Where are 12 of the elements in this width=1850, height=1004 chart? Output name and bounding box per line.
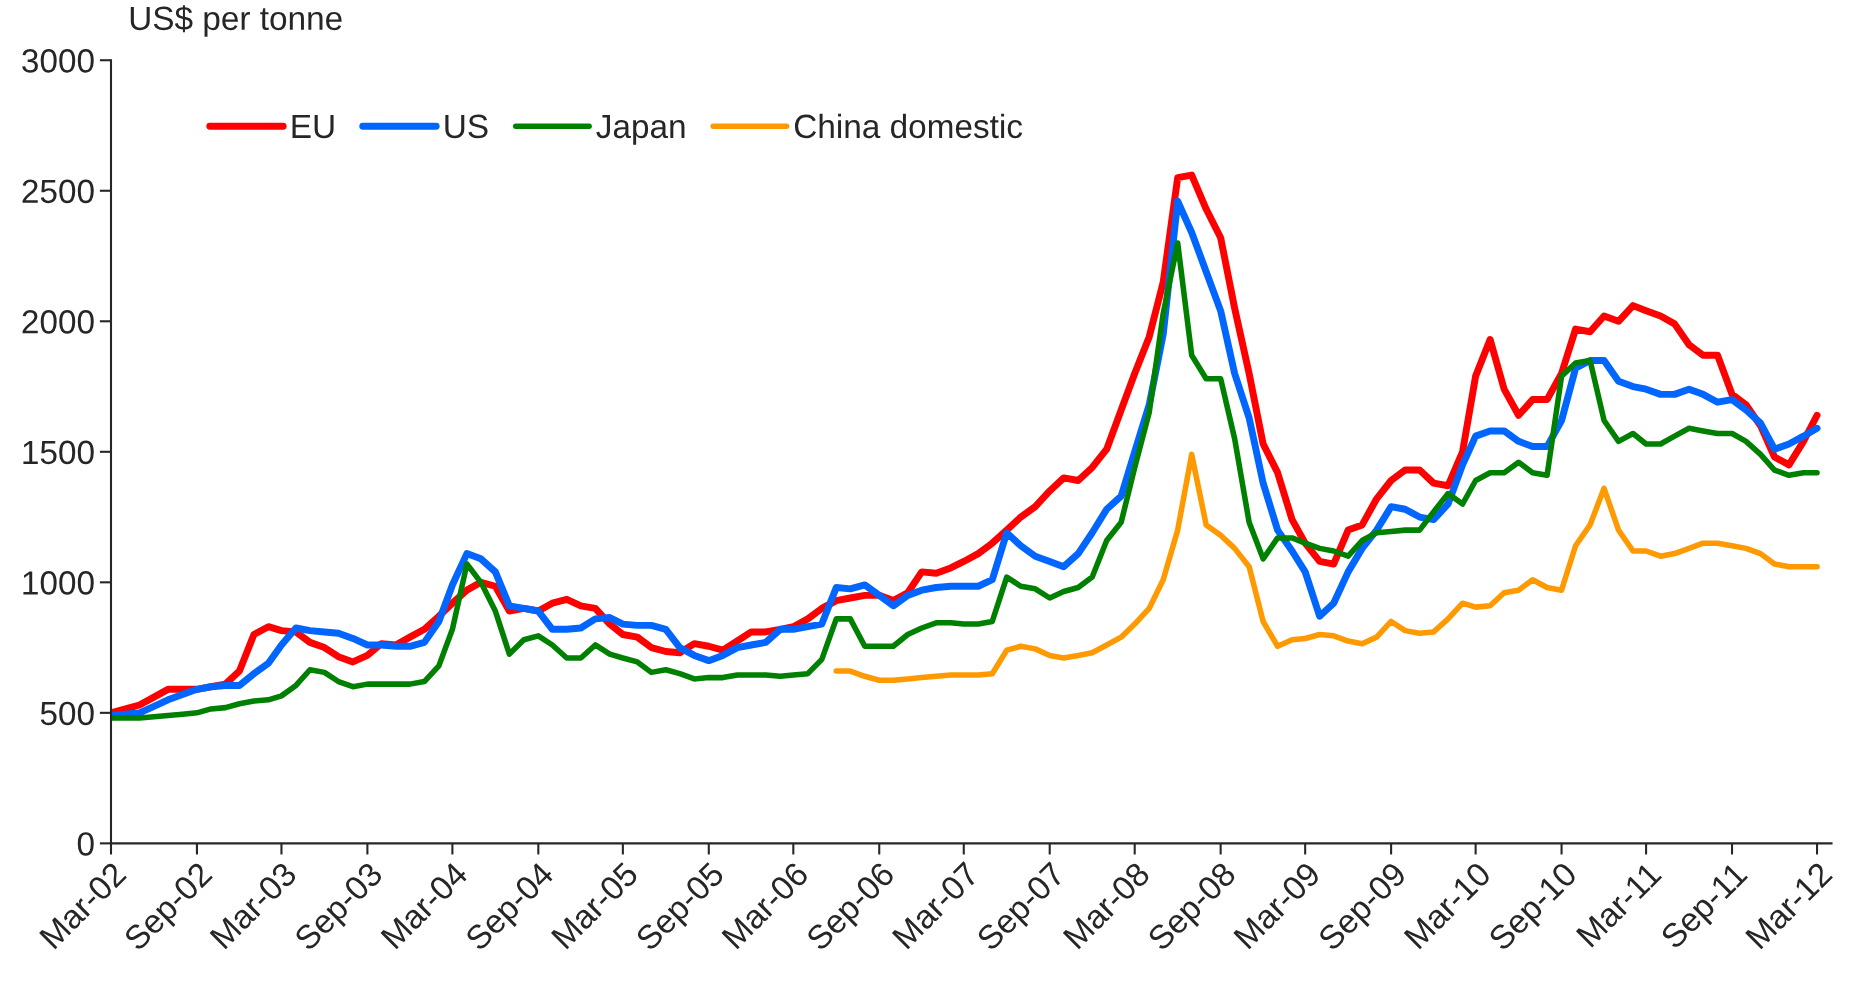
- y-tick-label: 2000: [22, 310, 94, 334]
- y-tick-label: 1500: [23, 440, 94, 465]
- y-axis-title: US$ per tonne: [130, 5, 342, 37]
- y-tick-label: 3000: [22, 49, 94, 73]
- legend-label: US: [445, 114, 488, 139]
- y-tick-label: 1000: [23, 571, 94, 595]
- legend-label: China domestic: [794, 113, 1023, 139]
- y-tick-label: 500: [40, 701, 94, 726]
- legend-label: Japan: [596, 114, 685, 145]
- y-tick-label: 0: [77, 832, 94, 856]
- legend-label: EU: [292, 114, 334, 139]
- y-tick-label: 2500: [22, 179, 94, 204]
